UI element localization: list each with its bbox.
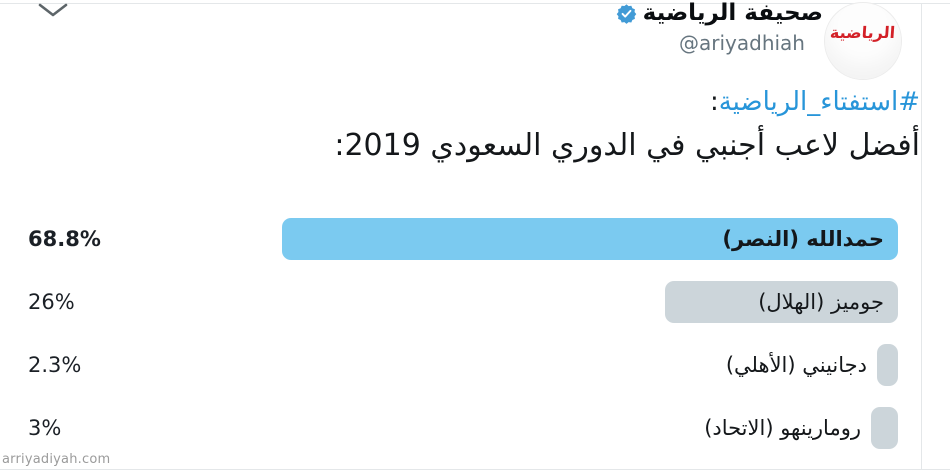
poll-option-row: رومارينهو (الاتحاد) 3% [0,407,950,449]
poll-option-percent: 26% [28,290,75,314]
account-name[interactable]: صحيفة الرياضية [642,0,823,26]
poll-option-bar [871,407,898,449]
account-handle[interactable]: @ariyadhiah [679,31,805,55]
poll-option-percent: 2.3% [28,353,82,377]
watermark: arriyadiyah.com [2,452,111,467]
poll-option-label: رومارينهو (الاتحاد) [704,416,861,440]
top-divider [0,3,950,4]
avatar-logo-text: الرياضية [829,22,897,42]
verified-badge-icon [616,3,636,24]
hashtag-line: #استفتاء_الرياضية: [30,84,920,121]
right-divider [921,3,922,470]
account-name-row[interactable]: صحيفة الرياضية [616,0,823,28]
poll-option-percent: 68.8% [28,227,101,251]
avatar[interactable]: الرياضية [824,2,902,80]
poll-option-percent: 3% [28,416,62,440]
poll-option-label: جوميز (الهلال) [758,290,884,314]
poll-option-bar [665,281,898,323]
hashtag-link[interactable]: #استفتاء_الرياضية [718,87,920,117]
poll-option-row: دجانيني (الأهلي) 2.3% [0,344,950,386]
poll-option-bar [877,344,898,386]
bottom-divider [0,469,950,470]
hashtag-colon: : [709,87,719,117]
chevron-down-icon[interactable] [38,2,68,21]
poll-option-row: جوميز (الهلال) 26% [0,281,950,323]
poll-option-row: حمدالله (النصر) 68.8% [0,218,950,260]
poll-option-label: حمدالله (النصر) [722,227,884,251]
poll-option-bar [282,218,898,260]
poll-question: أفضل لاعب أجنبي في الدوري السعودي 2019: [334,128,920,163]
poll-option-label: دجانيني (الأهلي) [725,353,867,377]
tweet-text: #استفتاء_الرياضية: أفضل لاعب أجنبي في ال… [30,84,920,170]
poll-results: حمدالله (النصر) 68.8% جوميز (الهلال) 26% دجا… [0,218,950,470]
